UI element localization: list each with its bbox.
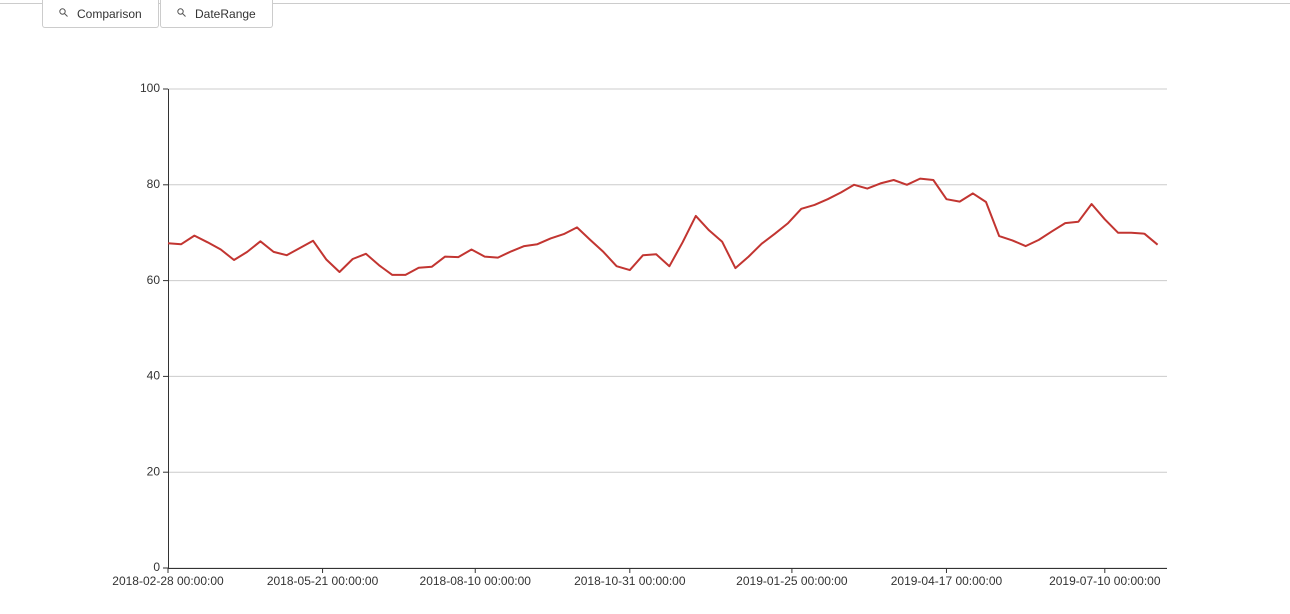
y-tick-label: 40	[147, 369, 161, 383]
x-tick-label: 2018-08-10 00:00:00	[420, 574, 532, 588]
search-icon	[177, 8, 186, 17]
button-label: Comparison	[77, 6, 142, 21]
y-tick-label: 80	[147, 177, 161, 191]
button-label: DateRange	[195, 6, 256, 21]
daterange-button[interactable]: DateRange	[160, 0, 273, 28]
data-line	[167, 177, 1159, 276]
y-tick-label: 20	[147, 464, 161, 478]
x-tick-label: 2019-04-17 00:00:00	[891, 574, 1003, 588]
search-icon	[59, 8, 68, 17]
y-tick-label: 100	[140, 81, 160, 95]
x-tick-label: 2018-05-21 00:00:00	[267, 574, 379, 588]
x-tick-label: 2018-02-28 00:00:00	[112, 574, 224, 588]
y-tick-label: 60	[147, 273, 161, 287]
x-tick-label: 2019-07-10 00:00:00	[1049, 574, 1161, 588]
comparison-button[interactable]: Comparison	[42, 0, 159, 28]
x-tick-label: 2018-10-31 00:00:00	[574, 574, 686, 588]
y-tick-label: 0	[153, 560, 160, 574]
top-border	[0, 3, 1290, 4]
x-tick-label: 2019-01-25 00:00:00	[736, 574, 848, 588]
